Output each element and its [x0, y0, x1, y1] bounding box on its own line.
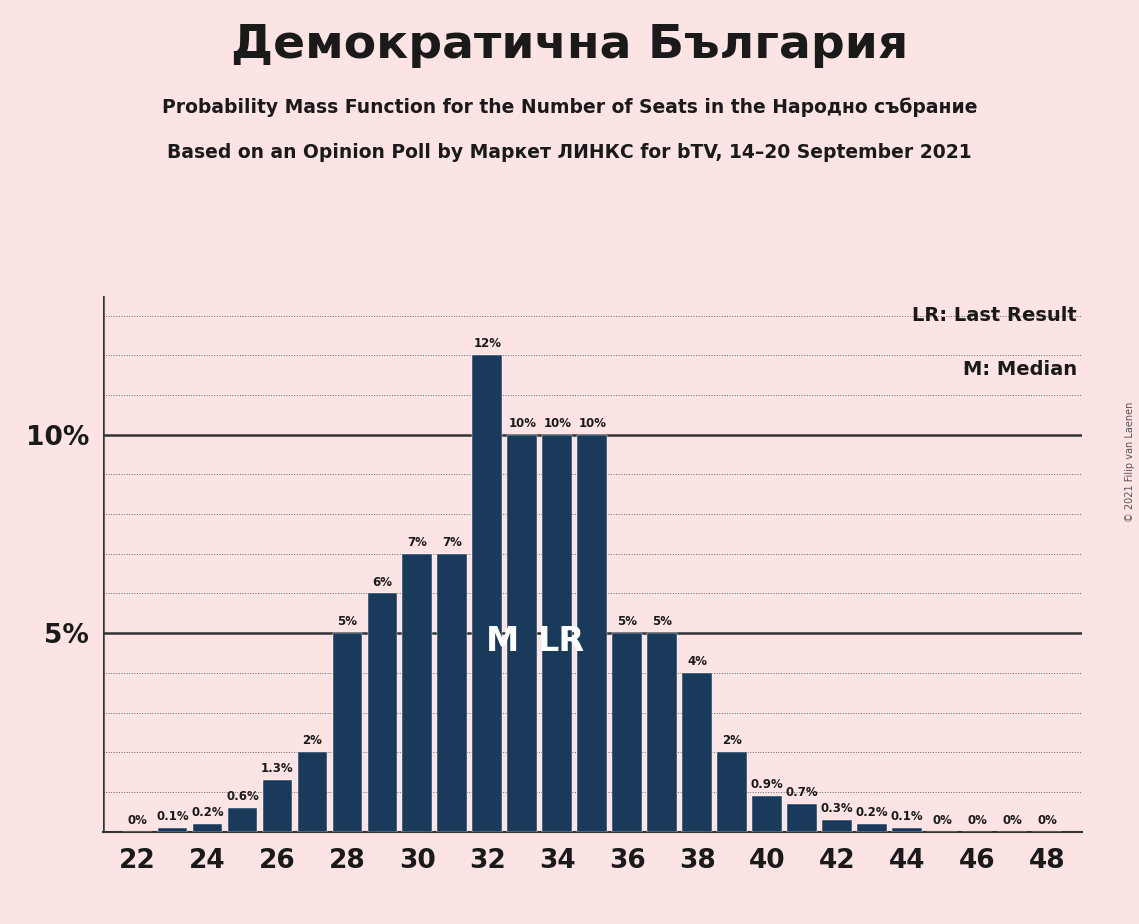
Text: 0.9%: 0.9%: [751, 778, 784, 791]
Text: 1.3%: 1.3%: [261, 762, 294, 775]
Bar: [437, 553, 467, 832]
Bar: [157, 828, 187, 832]
Text: 0.1%: 0.1%: [891, 809, 924, 823]
Text: 0%: 0%: [1038, 814, 1057, 827]
Text: LR: Last Result: LR: Last Result: [912, 307, 1077, 325]
Bar: [402, 553, 432, 832]
Bar: [858, 823, 887, 832]
Text: © 2021 Filip van Laenen: © 2021 Filip van Laenen: [1125, 402, 1134, 522]
Bar: [892, 828, 921, 832]
Bar: [297, 752, 327, 832]
Text: 7%: 7%: [408, 536, 427, 549]
Text: 5%: 5%: [337, 615, 358, 628]
Bar: [787, 804, 817, 832]
Text: 0%: 0%: [932, 814, 952, 827]
Text: 0%: 0%: [967, 814, 988, 827]
Text: 0.1%: 0.1%: [156, 809, 189, 823]
Bar: [613, 633, 642, 832]
Text: 0.6%: 0.6%: [226, 790, 259, 803]
Text: M: Median: M: Median: [964, 360, 1077, 379]
Text: Демократична България: Демократична България: [231, 23, 908, 68]
Bar: [368, 593, 398, 832]
Text: LR: LR: [538, 625, 585, 658]
Text: 0%: 0%: [128, 814, 147, 827]
Text: 5%: 5%: [653, 615, 672, 628]
Text: 2%: 2%: [303, 735, 322, 748]
Bar: [263, 780, 293, 832]
Bar: [753, 796, 782, 832]
Text: M: M: [485, 625, 518, 658]
Text: 0.7%: 0.7%: [786, 786, 819, 799]
Text: 0%: 0%: [1002, 814, 1022, 827]
Text: 2%: 2%: [722, 735, 743, 748]
Bar: [542, 434, 572, 832]
Text: Probability Mass Function for the Number of Seats in the Народно събрание: Probability Mass Function for the Number…: [162, 97, 977, 116]
Text: 0.2%: 0.2%: [191, 806, 223, 819]
Text: 12%: 12%: [474, 337, 501, 350]
Bar: [508, 434, 538, 832]
Bar: [473, 355, 502, 832]
Text: 0.3%: 0.3%: [821, 802, 853, 815]
Bar: [333, 633, 362, 832]
Bar: [647, 633, 677, 832]
Text: 0.2%: 0.2%: [855, 806, 888, 819]
Text: 5%: 5%: [617, 615, 637, 628]
Text: 6%: 6%: [372, 576, 392, 589]
Text: 10%: 10%: [508, 417, 536, 430]
Bar: [577, 434, 607, 832]
Bar: [822, 820, 852, 832]
Bar: [682, 673, 712, 832]
Bar: [228, 808, 257, 832]
Text: Based on an Opinion Poll by Маркет ЛИНКС for bTV, 14–20 September 2021: Based on an Opinion Poll by Маркет ЛИНКС…: [167, 143, 972, 163]
Text: 7%: 7%: [442, 536, 462, 549]
Bar: [192, 823, 222, 832]
Text: 10%: 10%: [543, 417, 572, 430]
Text: 4%: 4%: [687, 655, 707, 668]
Text: 10%: 10%: [579, 417, 606, 430]
Bar: [718, 752, 747, 832]
